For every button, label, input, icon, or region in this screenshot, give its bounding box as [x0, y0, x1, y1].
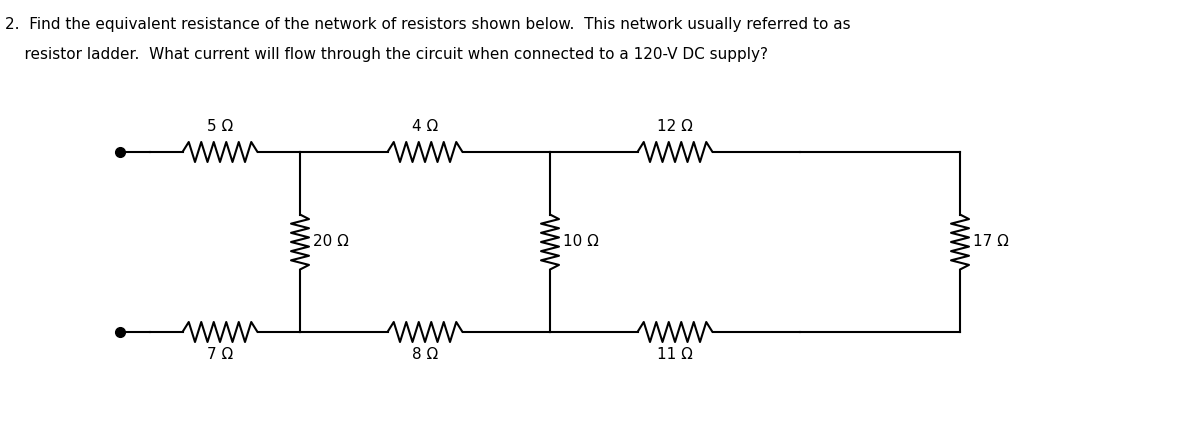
Text: 10 Ω: 10 Ω	[563, 235, 599, 250]
Text: 2.  Find the equivalent resistance of the network of resistors shown below.  Thi: 2. Find the equivalent resistance of the…	[5, 17, 851, 32]
Text: 17 Ω: 17 Ω	[973, 235, 1009, 250]
Text: resistor ladder.  What current will flow through the circuit when connected to a: resistor ladder. What current will flow …	[5, 47, 768, 62]
Text: 11 Ω: 11 Ω	[658, 347, 692, 362]
Text: 20 Ω: 20 Ω	[313, 235, 349, 250]
Text: 5 Ω: 5 Ω	[206, 119, 233, 134]
Text: 8 Ω: 8 Ω	[412, 347, 438, 362]
Text: 4 Ω: 4 Ω	[412, 119, 438, 134]
Text: 7 Ω: 7 Ω	[206, 347, 233, 362]
Text: 12 Ω: 12 Ω	[658, 119, 692, 134]
